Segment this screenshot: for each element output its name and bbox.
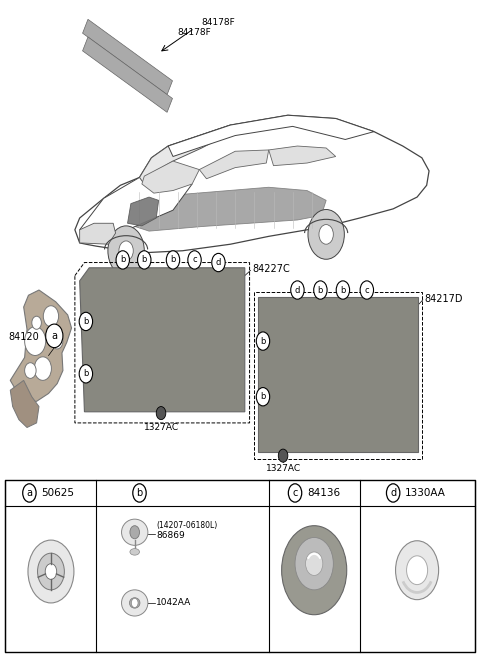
- Polygon shape: [80, 223, 116, 244]
- Circle shape: [188, 251, 201, 269]
- Text: b: b: [83, 369, 89, 379]
- Circle shape: [79, 312, 93, 331]
- Polygon shape: [128, 197, 158, 226]
- Circle shape: [45, 564, 57, 579]
- Circle shape: [23, 483, 36, 502]
- Polygon shape: [142, 161, 199, 193]
- Text: a: a: [26, 488, 33, 498]
- Text: c: c: [292, 488, 298, 498]
- Text: 1330AA: 1330AA: [405, 488, 446, 498]
- Circle shape: [407, 556, 428, 584]
- Circle shape: [386, 483, 400, 502]
- Circle shape: [212, 253, 225, 272]
- Text: 1327AC: 1327AC: [144, 423, 179, 432]
- Text: b: b: [170, 255, 176, 264]
- Text: b: b: [260, 337, 265, 346]
- Circle shape: [28, 540, 74, 603]
- Polygon shape: [80, 177, 192, 240]
- Circle shape: [37, 553, 64, 590]
- Circle shape: [166, 251, 180, 269]
- Circle shape: [51, 333, 63, 349]
- Circle shape: [116, 251, 130, 269]
- Ellipse shape: [121, 590, 148, 616]
- Circle shape: [314, 281, 327, 299]
- Text: 84178F: 84178F: [202, 18, 236, 28]
- Text: a: a: [51, 331, 57, 341]
- Text: b: b: [142, 255, 147, 264]
- Polygon shape: [269, 146, 336, 166]
- Circle shape: [138, 251, 151, 269]
- Text: c: c: [364, 285, 369, 295]
- Polygon shape: [10, 290, 72, 401]
- Polygon shape: [168, 115, 374, 157]
- Text: d: d: [216, 258, 221, 267]
- Polygon shape: [83, 37, 172, 112]
- Circle shape: [291, 281, 304, 299]
- Circle shape: [46, 324, 63, 348]
- Circle shape: [319, 224, 333, 244]
- Text: 1042AA: 1042AA: [156, 598, 192, 607]
- Text: 50625: 50625: [41, 488, 74, 498]
- Text: b: b: [260, 392, 265, 401]
- Text: 1327AC: 1327AC: [265, 464, 300, 473]
- Circle shape: [396, 541, 439, 600]
- Text: 86869: 86869: [156, 531, 185, 540]
- Circle shape: [133, 483, 146, 502]
- Polygon shape: [83, 19, 172, 94]
- Text: 84227C: 84227C: [252, 264, 290, 274]
- Circle shape: [360, 281, 373, 299]
- Circle shape: [79, 365, 93, 383]
- Circle shape: [295, 537, 333, 590]
- Circle shape: [336, 281, 349, 299]
- Circle shape: [156, 407, 166, 420]
- Text: b: b: [318, 285, 323, 295]
- Text: b: b: [120, 255, 125, 264]
- Polygon shape: [75, 115, 429, 253]
- Text: d: d: [295, 285, 300, 295]
- Circle shape: [132, 598, 138, 607]
- Ellipse shape: [130, 548, 140, 555]
- Circle shape: [278, 449, 288, 462]
- Text: b: b: [340, 285, 346, 295]
- Text: 84120: 84120: [8, 331, 39, 342]
- Circle shape: [282, 525, 347, 615]
- Circle shape: [306, 552, 323, 575]
- Circle shape: [24, 363, 36, 379]
- Text: 84217D: 84217D: [424, 293, 463, 304]
- Text: b: b: [136, 488, 143, 498]
- Text: c: c: [192, 255, 197, 264]
- Polygon shape: [140, 125, 230, 184]
- Circle shape: [108, 226, 144, 276]
- Text: 84178F: 84178F: [178, 28, 212, 37]
- Circle shape: [308, 209, 344, 259]
- Polygon shape: [125, 187, 326, 231]
- Circle shape: [43, 306, 59, 327]
- Circle shape: [256, 388, 270, 406]
- Text: (14207-06180L): (14207-06180L): [156, 522, 217, 530]
- Text: d: d: [390, 488, 396, 498]
- Circle shape: [130, 525, 140, 539]
- Polygon shape: [199, 150, 269, 178]
- Circle shape: [256, 332, 270, 350]
- Text: 84136: 84136: [307, 488, 340, 498]
- Polygon shape: [80, 268, 245, 412]
- Circle shape: [288, 483, 302, 502]
- Circle shape: [32, 316, 41, 329]
- Text: b: b: [83, 317, 89, 326]
- Circle shape: [34, 357, 51, 380]
- Bar: [5, 480, 475, 652]
- Polygon shape: [10, 380, 39, 428]
- Ellipse shape: [130, 598, 140, 608]
- Ellipse shape: [121, 519, 148, 545]
- Circle shape: [24, 327, 46, 356]
- Circle shape: [119, 241, 133, 260]
- Polygon shape: [258, 297, 418, 453]
